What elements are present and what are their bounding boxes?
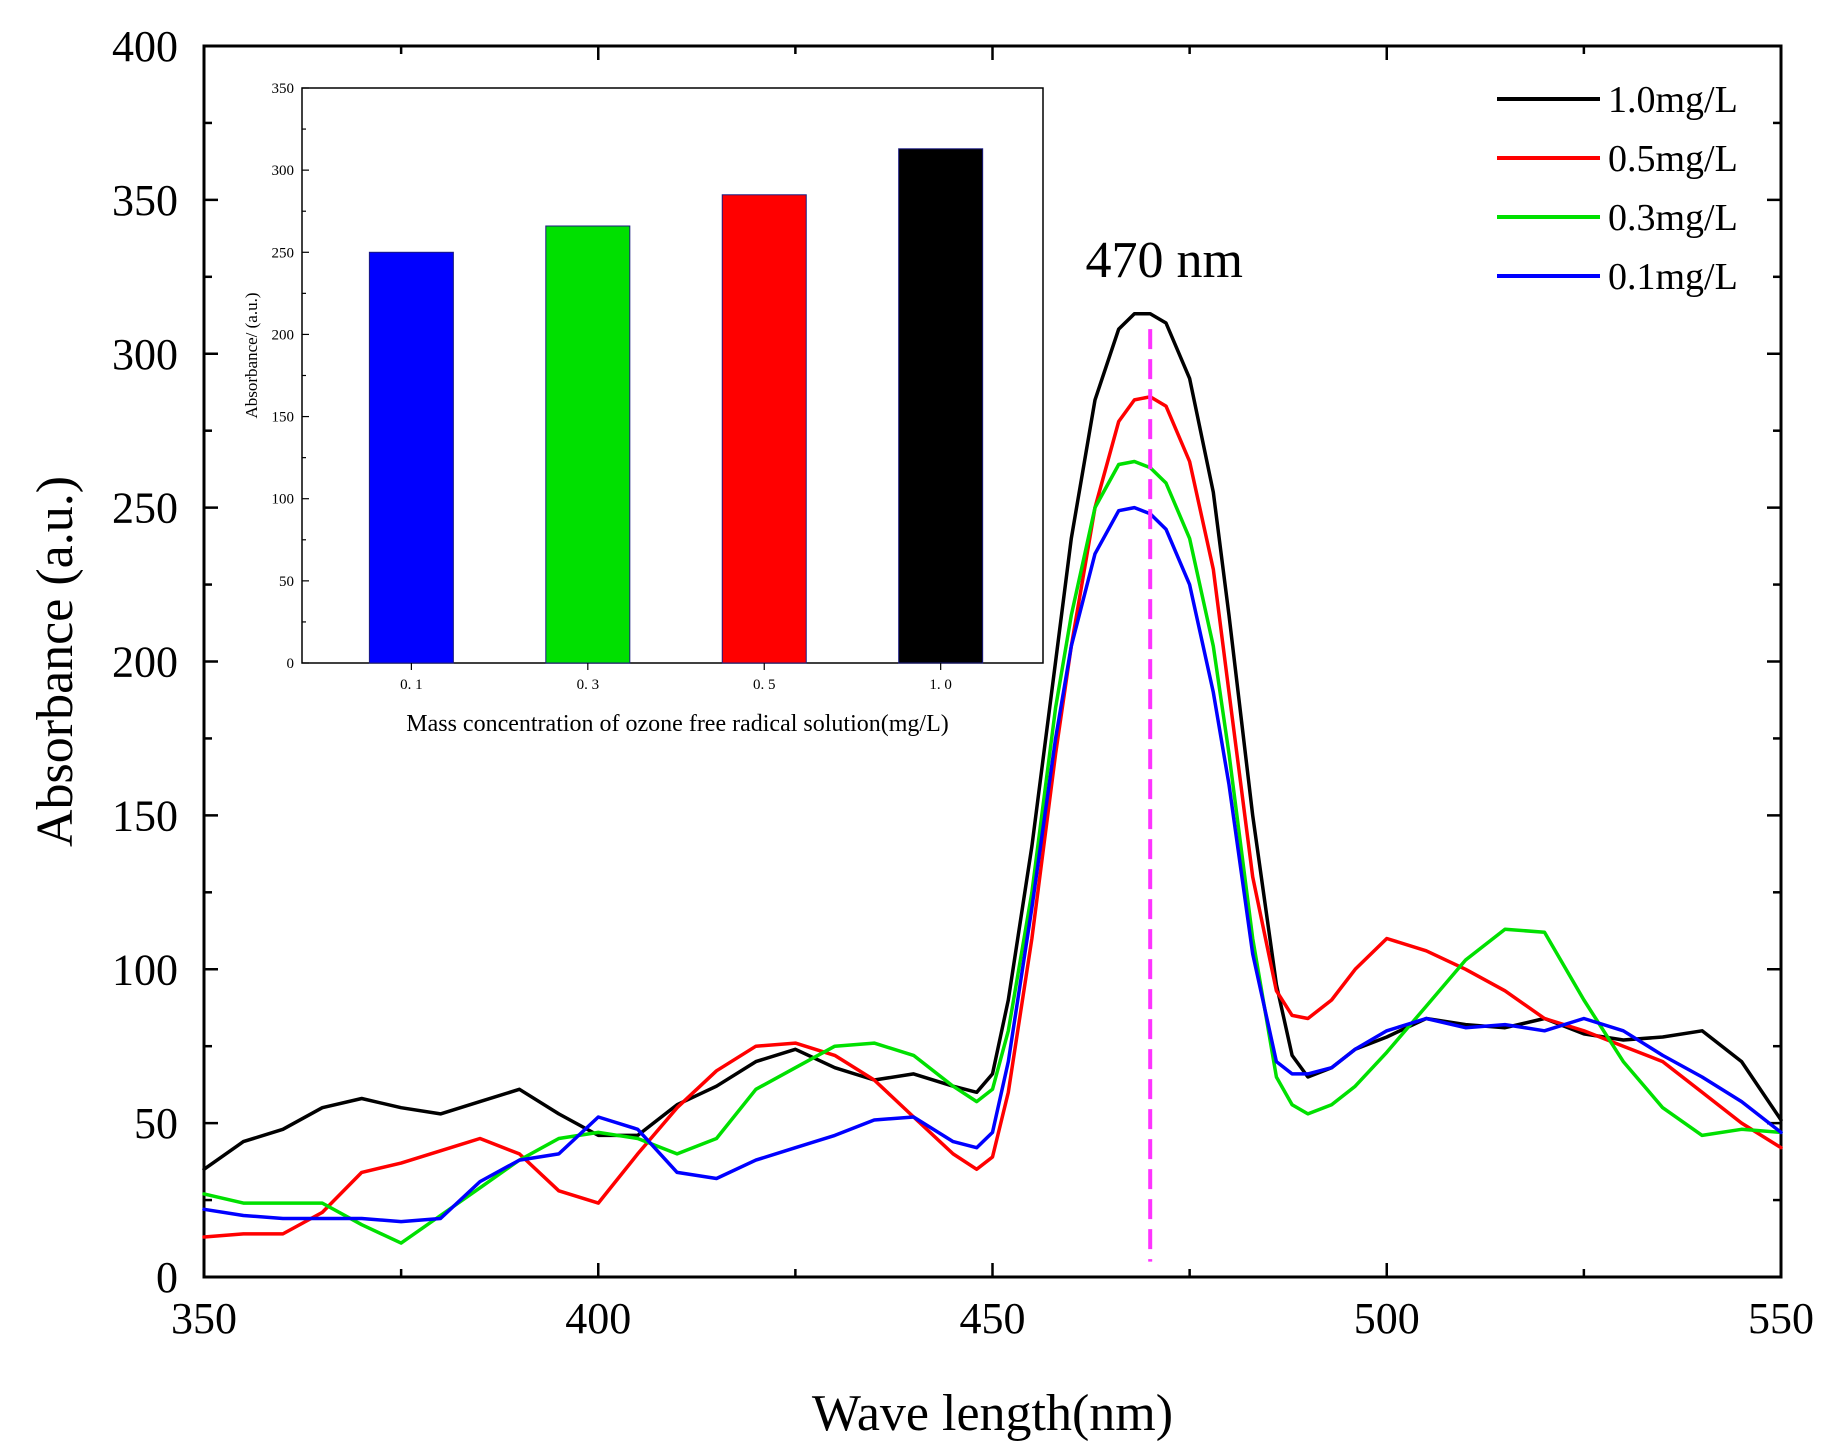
legend-label: 0.1mg/L [1608, 256, 1738, 298]
inset-x-tick-label: 0. 3 [577, 677, 600, 693]
x-tick-label: 550 [1748, 1294, 1814, 1343]
inset-x-tick-label: 0. 5 [753, 677, 776, 693]
y-axis-title: Absorbance (a.u.) [27, 476, 84, 847]
inset-chart: 0 50 100 150 200 250 300 350 0. 1 0. 3 0. 5 1. 0 Mas… [242, 81, 1044, 737]
inset-y-tick-label: 350 [272, 81, 295, 97]
inset-bar [898, 148, 984, 664]
legend-label: 0.3mg/L [1608, 197, 1738, 239]
y-tick-label: 0 [156, 1253, 178, 1302]
inset-y-axis-title: Absorbance/ (a.u.) [242, 292, 261, 418]
inset-bar [545, 225, 631, 664]
series-line-0.1mg/L [202, 505, 1783, 1224]
y-tick-label: 150 [112, 791, 178, 840]
x-tick-label: 500 [1354, 1294, 1420, 1343]
inset-y-tick-label: 300 [272, 163, 295, 179]
inset-y-tick-label: 250 [272, 245, 295, 261]
series-line-0.3mg/L [202, 459, 1783, 1245]
inset-y-tick-label: 0 [287, 656, 295, 672]
legend: 1.0mg/L 0.5mg/L 0.3mg/L 0.1mg/L [1497, 79, 1738, 298]
y-tick-label: 100 [112, 945, 178, 994]
x-tick-label: 400 [565, 1294, 631, 1343]
x-tick-label: 350 [171, 1294, 237, 1343]
inset-y-tick-label: 200 [272, 327, 295, 343]
inset-y-tick-label: 100 [272, 492, 295, 508]
inset-y-tick-label: 150 [272, 410, 295, 426]
legend-label: 1.0mg/L [1608, 79, 1738, 121]
inset-x-axis-title: Mass concentration of ozone free radical… [406, 711, 948, 737]
y-tick-label: 400 [112, 22, 178, 71]
legend-label: 0.5mg/L [1608, 138, 1738, 180]
y-tick-label: 350 [112, 176, 178, 225]
y-tick-label: 300 [112, 330, 178, 379]
inset-bar [368, 251, 454, 664]
main-chart: 350 400 450 500 550050100150200250300350400W… [27, 22, 1814, 1442]
x-axis-title: Wave length(nm) [812, 1385, 1173, 1442]
inset-y-tick-label: 50 [279, 574, 294, 590]
peak-annotation: 470 nm [1085, 232, 1242, 289]
series-line-1.0mg/L [202, 311, 1783, 1172]
x-tick-label: 450 [960, 1294, 1026, 1343]
inset-x-tick-label: 1. 0 [929, 677, 952, 693]
y-tick-label: 50 [134, 1099, 178, 1148]
y-tick-label: 250 [112, 484, 178, 533]
inset-bar [721, 194, 807, 664]
y-tick-label: 200 [112, 638, 178, 687]
inset-x-tick-label: 0. 1 [400, 677, 423, 693]
